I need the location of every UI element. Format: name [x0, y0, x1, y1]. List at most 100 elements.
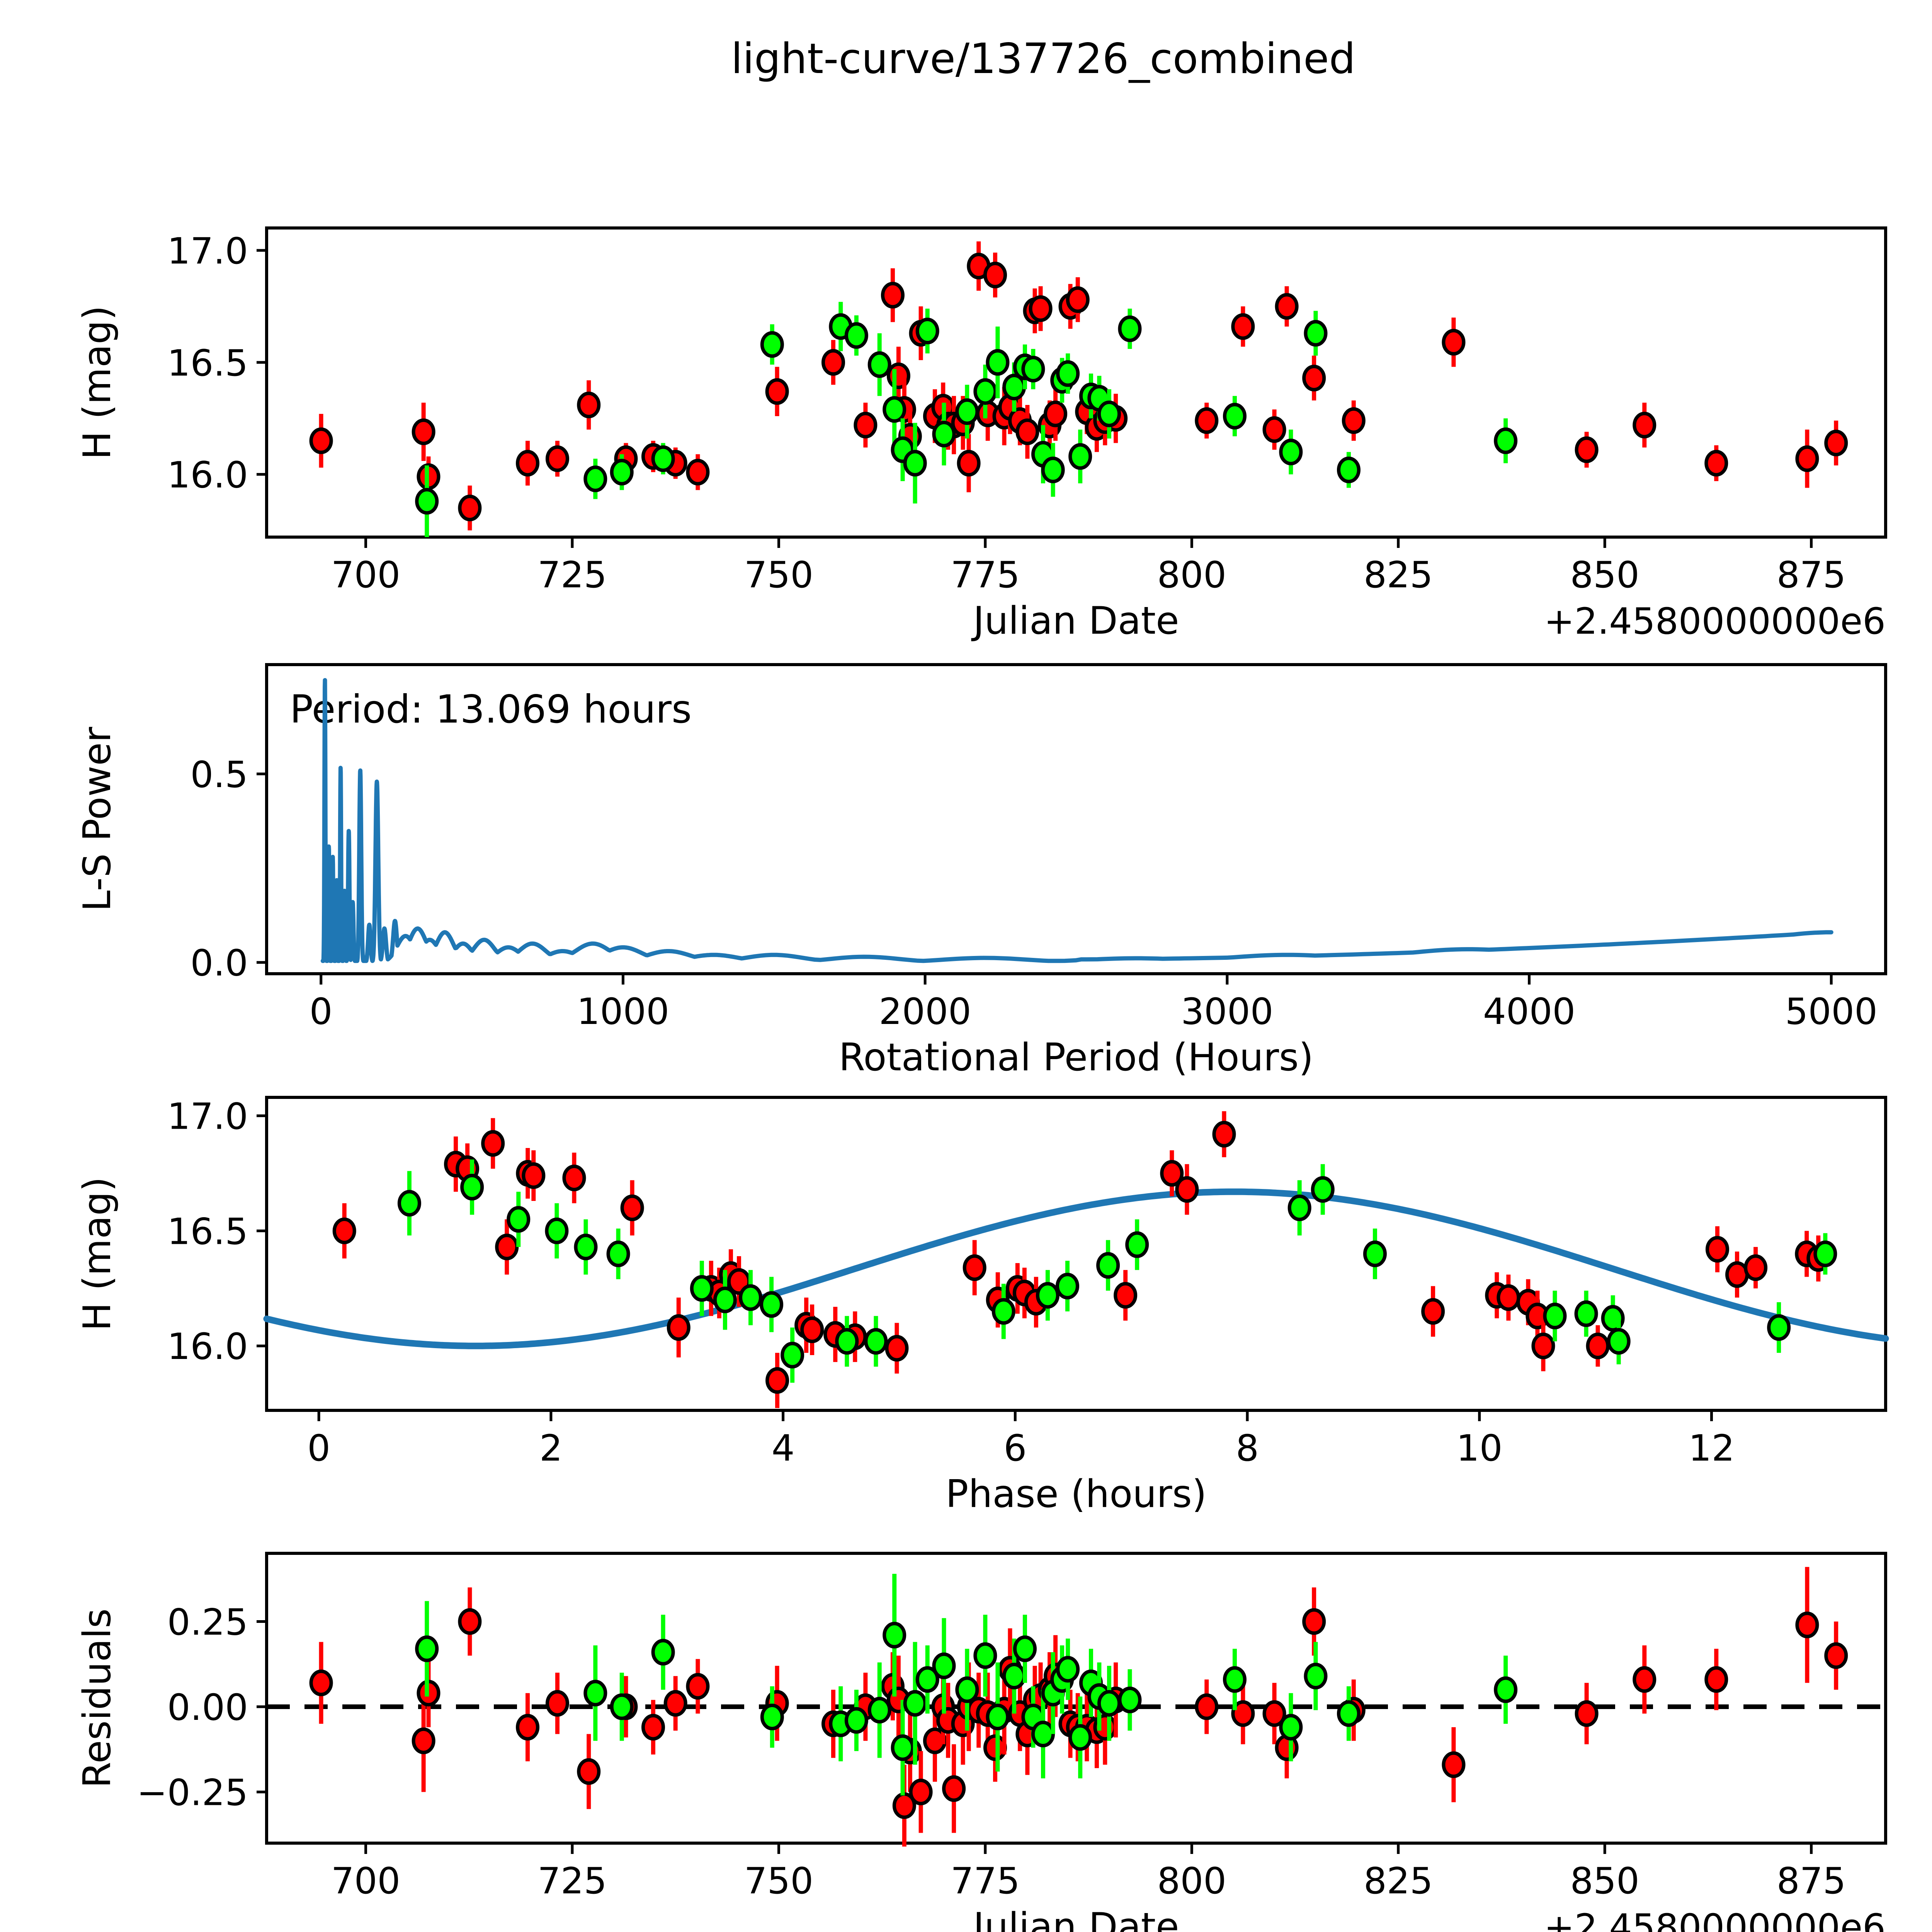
data-point	[844, 1707, 868, 1734]
data-point	[522, 1162, 546, 1189]
y-axis-label: Residuals	[75, 1609, 119, 1788]
x-tick-label: 725	[537, 554, 607, 596]
axes-box	[265, 1096, 1887, 1412]
data-point	[562, 1164, 586, 1191]
x-axis-label: Julian Date	[971, 1905, 1179, 1932]
data-point	[481, 1130, 505, 1157]
data-point	[332, 1217, 356, 1244]
data-point	[903, 1690, 927, 1717]
data-point	[1497, 1284, 1520, 1311]
data-point	[1002, 1663, 1026, 1690]
data-point	[713, 1286, 737, 1313]
x-tick-label: 2000	[879, 991, 971, 1033]
data-point	[545, 445, 569, 472]
data-point	[583, 1680, 607, 1707]
data-point	[1031, 1721, 1055, 1748]
data-point	[867, 351, 891, 378]
y-tick-label: 0.0	[190, 942, 248, 985]
x-tick-label: 850	[1570, 554, 1639, 596]
data-point	[864, 1328, 888, 1355]
x-tick-label: 0	[310, 991, 333, 1033]
data-point	[1041, 456, 1065, 483]
x-tick-label: 825	[1364, 1860, 1433, 1902]
axes-frame	[265, 663, 1887, 975]
x-tick-label: 875	[1777, 1860, 1846, 1902]
data-point	[973, 378, 997, 405]
x-tick-label: 10	[1456, 1427, 1503, 1469]
axes-frame	[265, 1096, 1887, 1412]
data-point	[942, 1775, 966, 1802]
axes-box	[265, 226, 1887, 539]
data-point	[415, 488, 439, 515]
data-point	[983, 262, 1007, 289]
data-point	[1066, 286, 1090, 313]
data-point	[1494, 427, 1518, 454]
data-point	[1795, 445, 1819, 472]
data-point	[955, 398, 979, 425]
data-point	[1231, 313, 1255, 340]
data-point	[1275, 293, 1299, 320]
data-point	[610, 1693, 634, 1720]
y-tick-label: 0.25	[167, 1601, 248, 1643]
x-axis-label: Julian Date	[971, 599, 1179, 643]
data-point	[412, 418, 435, 446]
data-point	[1223, 403, 1247, 430]
panel-residuals: 0.25 0.00 −0.25 700 725 750 775 800 825 850 875 Jul…	[75, 1552, 1887, 1932]
y-tick-label: 17.0	[167, 230, 248, 272]
data-point	[1575, 1700, 1599, 1727]
data-point	[516, 450, 540, 477]
data-point	[891, 1734, 915, 1761]
periodogram-trace	[320, 678, 1833, 963]
data-point	[1175, 1176, 1199, 1203]
data-point	[690, 1275, 714, 1302]
data-point	[932, 420, 956, 447]
data-point	[760, 331, 784, 358]
y-tick-label: 0.00	[167, 1687, 248, 1729]
data-point	[883, 1622, 906, 1649]
y-axis-label: H (mag)	[75, 305, 119, 459]
data-point	[686, 1673, 710, 1700]
data-point	[309, 1669, 333, 1696]
data-point	[1097, 400, 1121, 427]
data-point	[1195, 1693, 1219, 1720]
data-point	[309, 427, 333, 454]
x-tick-label: 1000	[577, 991, 669, 1033]
data-point	[881, 282, 905, 309]
data-point	[1279, 439, 1303, 466]
data-point	[1531, 1332, 1555, 1359]
data-point	[1287, 1194, 1311, 1221]
data-point	[641, 1714, 665, 1741]
data-point	[1114, 1282, 1138, 1309]
y-axis-label: L-S Power	[75, 726, 119, 912]
x-tick-label: 8	[1236, 1427, 1259, 1469]
data-point	[986, 349, 1010, 376]
data-point	[1021, 355, 1045, 383]
data-point	[915, 318, 939, 345]
data-point	[516, 1714, 540, 1741]
data-point	[992, 1298, 1015, 1325]
data-point	[915, 1666, 939, 1693]
data-point	[1607, 1328, 1631, 1355]
data-point	[1813, 1240, 1837, 1267]
data-point	[1195, 407, 1219, 434]
data-point	[932, 1652, 956, 1679]
data-point	[667, 1314, 690, 1341]
data-point	[1337, 456, 1361, 483]
x-tick-label: 750	[744, 554, 813, 596]
x-offset-text: +2.4580000000e6	[1544, 600, 1886, 643]
x-tick-label: 775	[951, 554, 1020, 596]
data-point	[760, 1291, 784, 1318]
x-offset-text: +2.4580000000e6	[1544, 1906, 1886, 1932]
data-point	[1586, 1332, 1610, 1359]
axes-box	[265, 1552, 1887, 1845]
y-tick-label: 16.0	[167, 1326, 248, 1368]
x-tick-label: 850	[1570, 1860, 1639, 1902]
data-point	[1279, 1714, 1303, 1741]
data-point	[765, 378, 789, 405]
data-point	[1068, 443, 1092, 470]
data-point	[1824, 430, 1848, 457]
data-point	[1160, 1160, 1184, 1187]
data-point	[606, 1240, 630, 1267]
y-tick-label: 17.0	[167, 1096, 248, 1138]
period-annotation: Period: 13.069 hours	[290, 687, 692, 732]
